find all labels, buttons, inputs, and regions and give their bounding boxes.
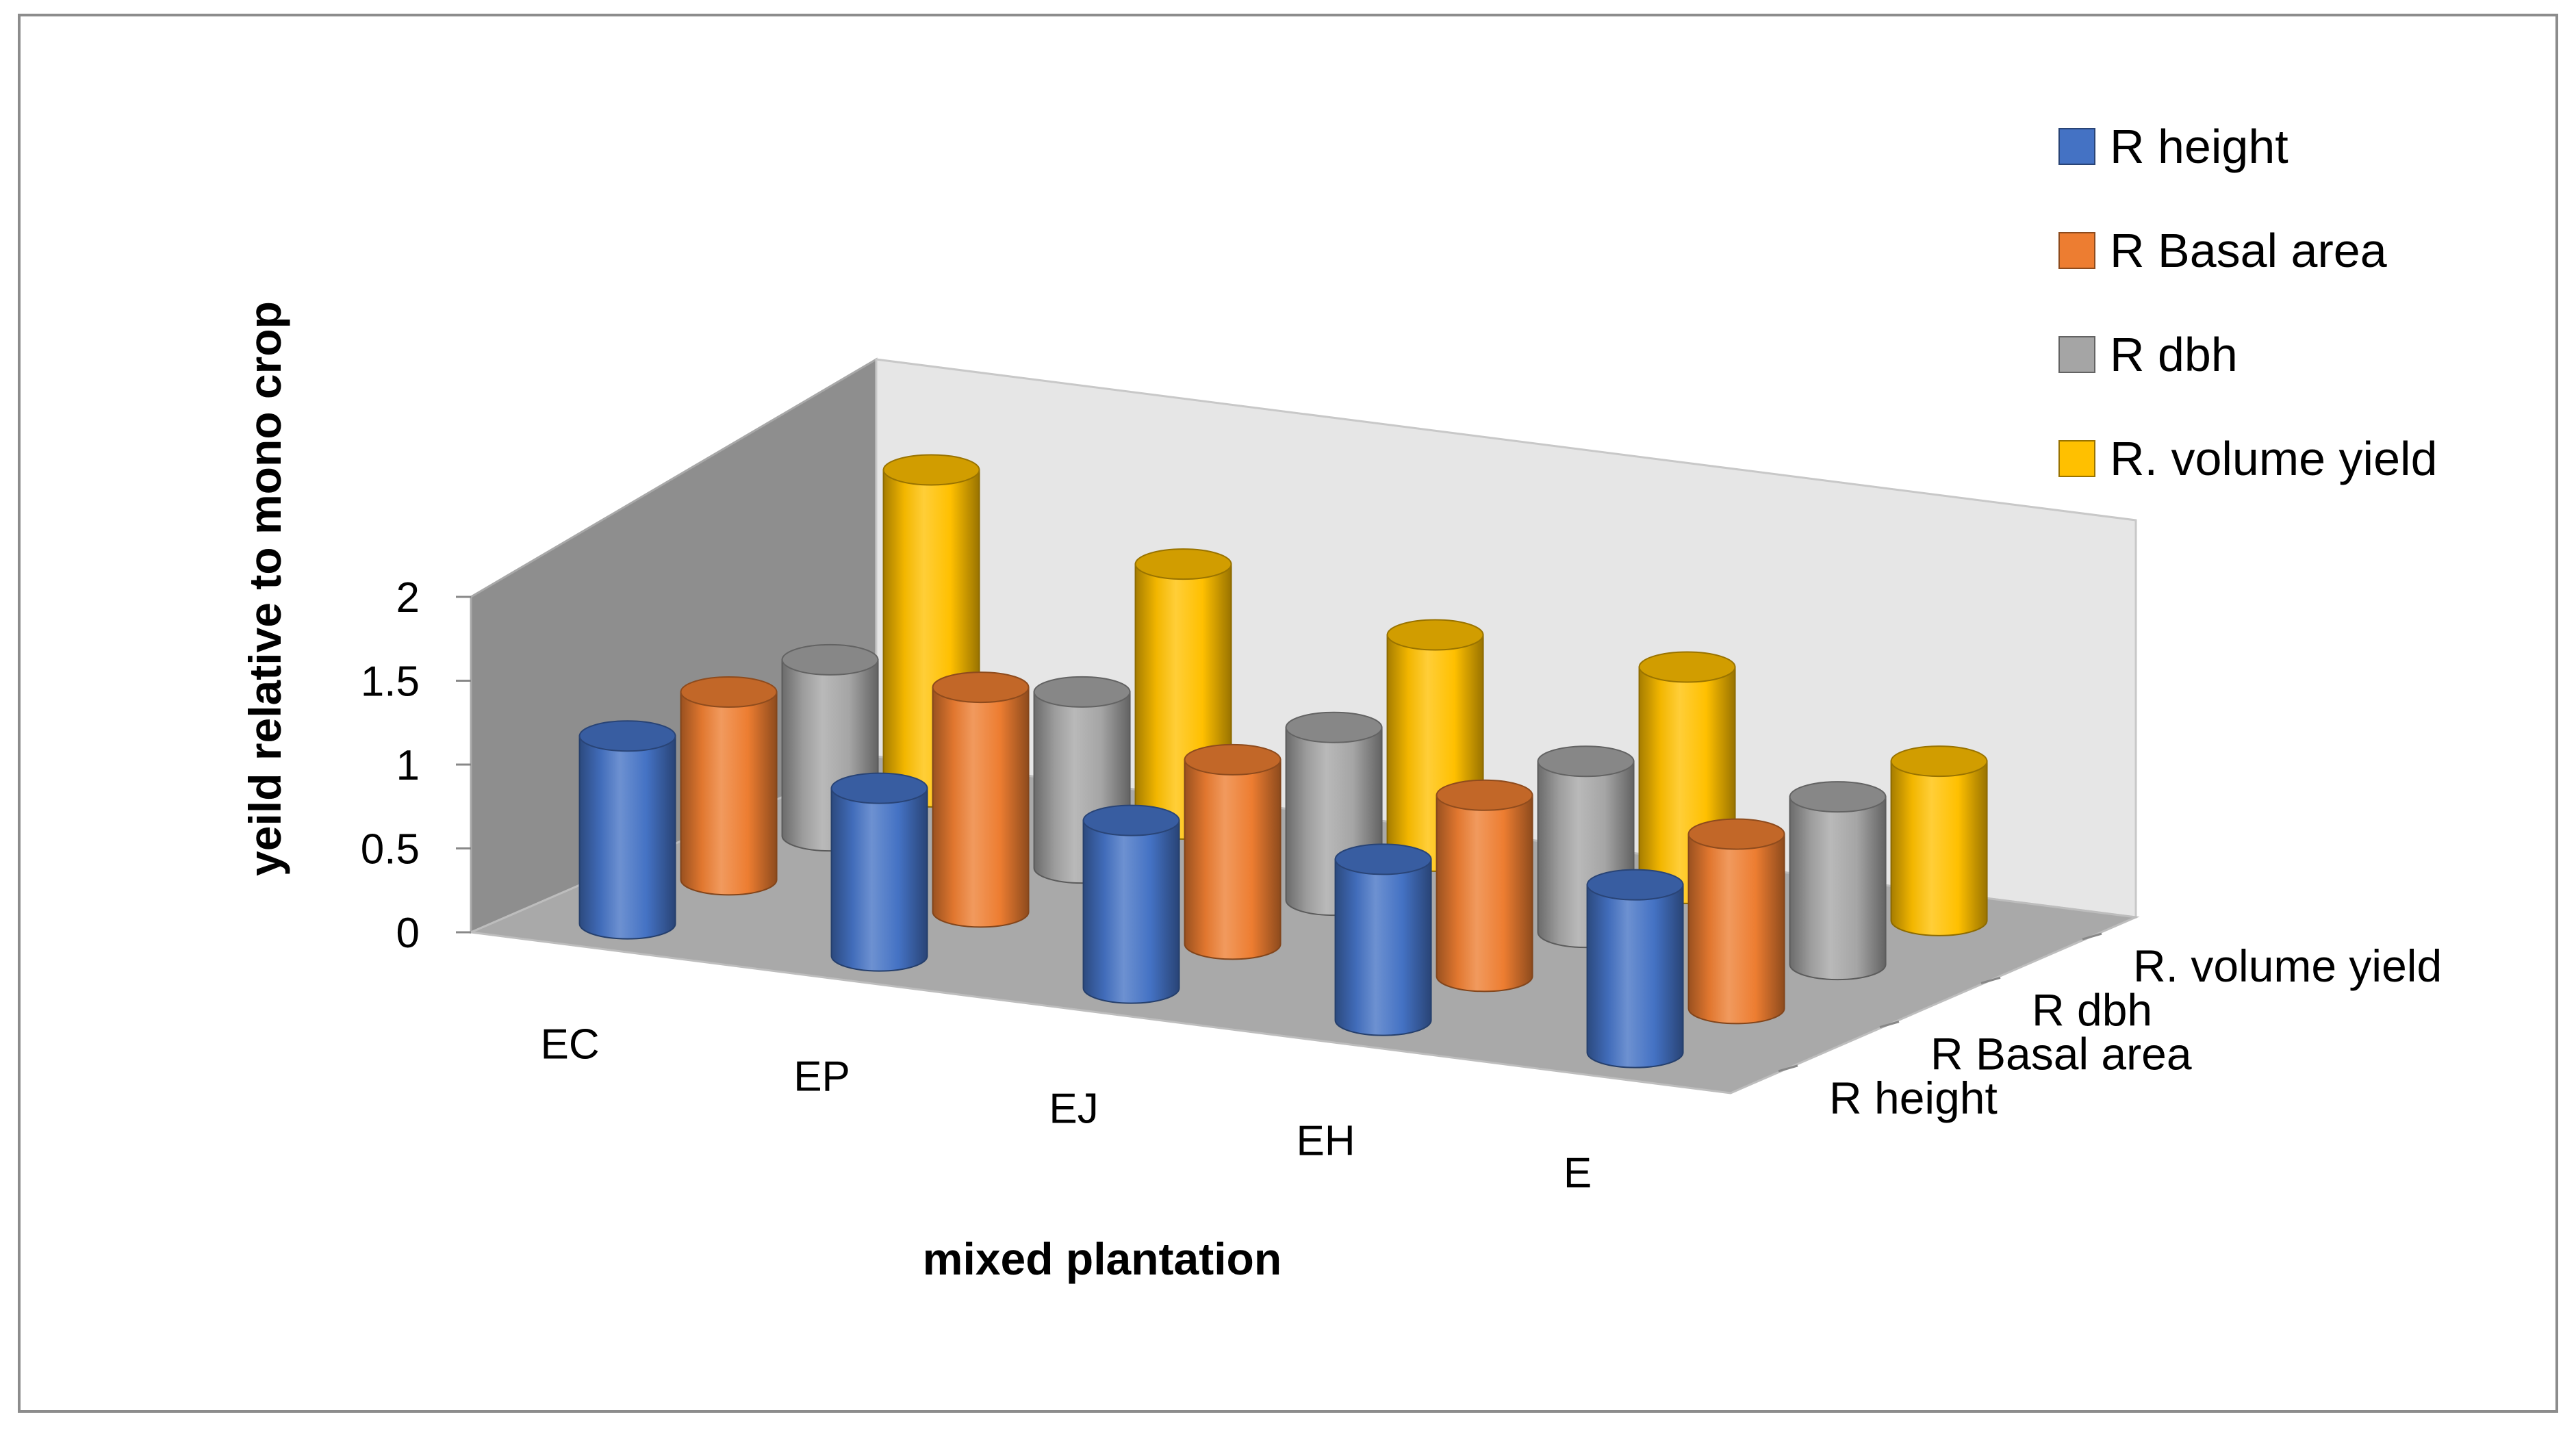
bar-r-height-eh: [1334, 843, 1432, 1036]
bar-top: [1184, 743, 1281, 776]
bar-top: [1638, 651, 1736, 683]
bar-body: [680, 691, 778, 896]
bar-r-height-ep: [830, 772, 928, 972]
y-tick-label: 0: [396, 910, 420, 957]
x-axis-title: mixed plantation: [923, 1233, 1281, 1284]
bar-body: [1184, 758, 1281, 960]
legend-label: R Basal area: [2110, 224, 2387, 277]
y-axis-title: yeild relative to mono crop: [240, 301, 290, 876]
bar-body: [578, 735, 676, 940]
bar-top: [1586, 869, 1684, 901]
bar-body: [1586, 884, 1684, 1068]
bar-top: [1033, 676, 1131, 708]
y-tick-label: 0.5: [361, 826, 420, 873]
legend-item-r-basal-area: R Basal area: [2058, 224, 2387, 277]
category-label-eh: EH: [1296, 1118, 1355, 1165]
bar-body: [830, 787, 928, 972]
bar-r-height-e: [1586, 869, 1684, 1068]
depth-tick-mark: [1879, 1021, 1900, 1029]
bar-top: [1789, 781, 1887, 813]
bar-top: [1334, 843, 1432, 875]
bar-body: [1334, 858, 1432, 1036]
category-label-ej: EJ: [1049, 1086, 1098, 1133]
legend-swatch: [2058, 232, 2095, 269]
bar-top: [1285, 711, 1383, 743]
category-label-e: E: [1564, 1150, 1592, 1197]
bar-body: [1687, 833, 1785, 1025]
bar-r-height-ec: [578, 720, 676, 940]
legend-swatch: [2058, 440, 2095, 477]
y-tick-label: 1.5: [361, 658, 420, 706]
bar-top: [578, 720, 676, 752]
legend-swatch: [2058, 336, 2095, 373]
bar-r-basal-area-ep: [932, 671, 1030, 928]
bar-top: [1687, 818, 1785, 850]
bar-r-volume-yield-e: [1890, 745, 1988, 936]
bar-top: [1537, 745, 1635, 778]
category-label-ep: EP: [793, 1053, 850, 1101]
legend-item-r-dbh: R dbh: [2058, 328, 2238, 381]
depth-label-r-volume-yield: R. volume yield: [2133, 940, 2442, 991]
legend-item-r-height: R height: [2058, 120, 2288, 173]
depth-tick-mark: [1980, 976, 2001, 984]
bar-top: [680, 676, 778, 708]
depth-label-r-height: R height: [1829, 1073, 1998, 1123]
bar-body: [1082, 819, 1180, 1004]
bar-body: [932, 687, 1030, 928]
bar-body: [1789, 796, 1887, 981]
bar-top: [882, 454, 980, 486]
bar-top: [1386, 619, 1484, 651]
legend-label: R height: [2110, 120, 2288, 173]
depth-tick-mark: [2082, 932, 2102, 940]
bar-r-basal-area-eh: [1436, 779, 1533, 993]
bar-top: [1436, 779, 1533, 811]
y-tick-label: 1: [396, 742, 420, 789]
bar-top: [781, 643, 879, 676]
legend-label: R. volume yield: [2110, 432, 2438, 485]
bar-body: [1436, 794, 1533, 993]
depth-label-r-dbh: R dbh: [2032, 984, 2152, 1035]
bar-top: [932, 671, 1030, 704]
bar-r-basal-area-e: [1687, 818, 1785, 1025]
legend-item-r-volume-yield: R. volume yield: [2058, 432, 2438, 485]
bar-r-basal-area-ej: [1184, 743, 1281, 960]
depth-label-r-basal-area: R Basal area: [1930, 1029, 2192, 1079]
bar-top: [1890, 745, 1988, 778]
bar-top: [830, 772, 928, 804]
bar-top: [1134, 548, 1232, 580]
depth-tick-mark: [1778, 1064, 1798, 1073]
bar-r-basal-area-ec: [680, 676, 778, 896]
bar-body: [1890, 760, 1988, 936]
bar-r-height-ej: [1082, 804, 1180, 1004]
category-label-ec: EC: [540, 1021, 599, 1068]
bar-r-dbh-e: [1789, 781, 1887, 981]
legend-label: R dbh: [2110, 328, 2238, 381]
bar-top: [1082, 804, 1180, 836]
legend-swatch: [2058, 128, 2095, 165]
y-tick-label: 2: [396, 574, 420, 622]
